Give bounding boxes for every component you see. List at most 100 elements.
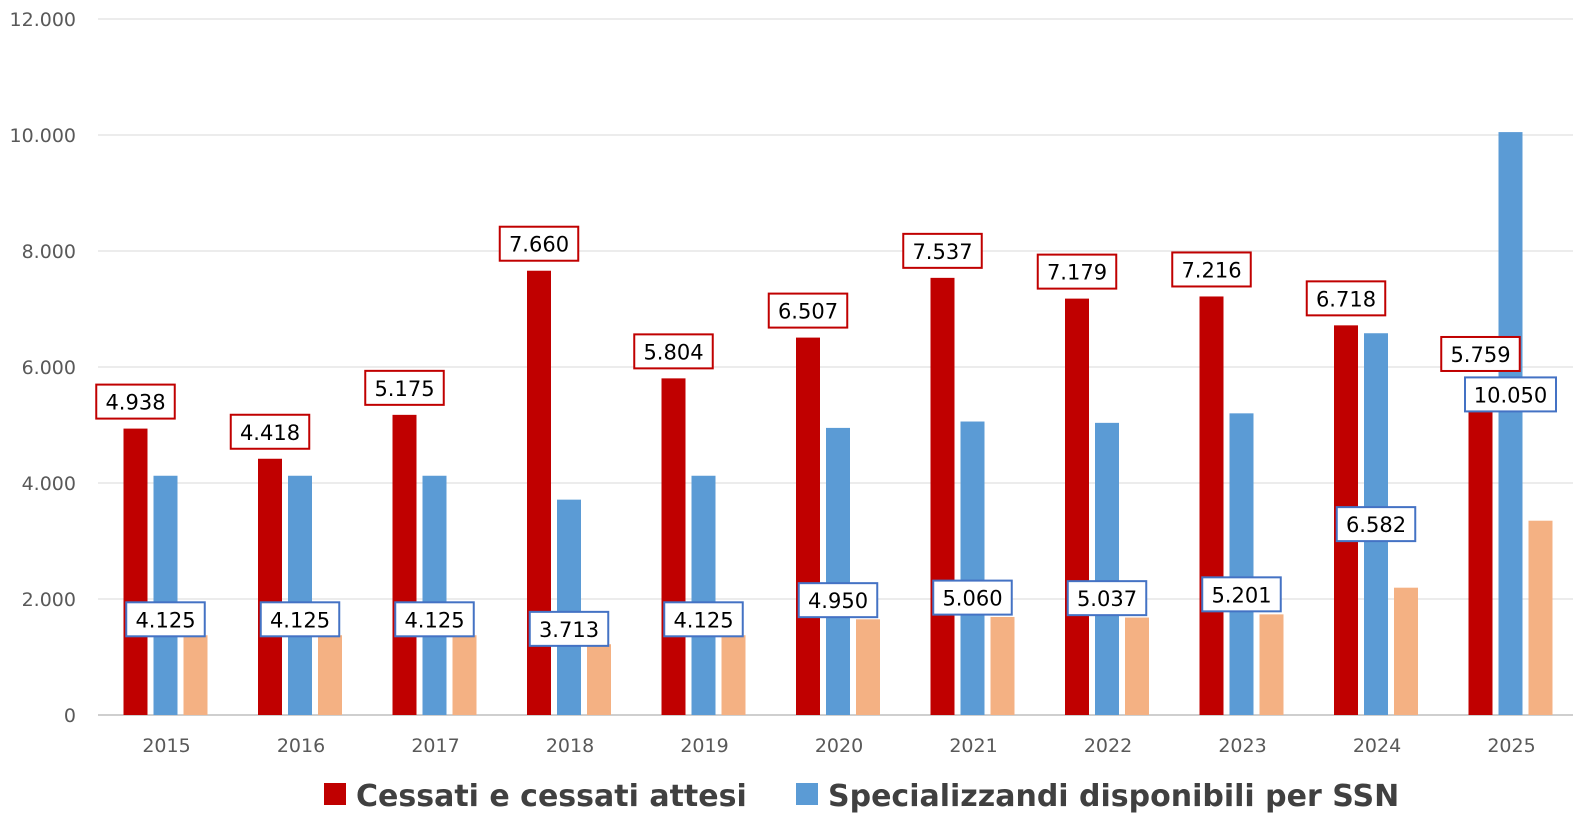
y-tick-label: 12.000 bbox=[10, 9, 76, 31]
bar-specializzandi bbox=[691, 475, 716, 715]
x-tick-label: 2017 bbox=[411, 735, 459, 757]
bar-orange bbox=[990, 616, 1015, 715]
x-tick-label: 2023 bbox=[1218, 735, 1266, 757]
bar-specializzandi bbox=[557, 499, 581, 715]
bar-specializzandi bbox=[153, 475, 178, 715]
data-label-cessati: 7.179 bbox=[1036, 253, 1118, 290]
data-label-cessati: 7.537 bbox=[902, 232, 983, 269]
data-label-specializzandi-text: 5.201 bbox=[1211, 583, 1271, 607]
bar-cessati bbox=[527, 270, 551, 715]
bar-specializzandi bbox=[422, 475, 447, 715]
data-label-specializzandi: 4.125 bbox=[663, 601, 744, 638]
data-label-cessati-text: 5.175 bbox=[374, 377, 434, 401]
data-label-cessati-text: 6.507 bbox=[778, 300, 838, 324]
y-tick-label: 10.000 bbox=[10, 125, 76, 147]
data-label-cessati-box bbox=[1305, 280, 1387, 317]
data-label-cessati-box bbox=[1036, 253, 1118, 290]
data-label-specializzandi-text: 4.125 bbox=[270, 608, 330, 632]
data-label-specializzandi-box bbox=[663, 601, 744, 638]
bar-specializzandi bbox=[1095, 422, 1119, 715]
data-label-cessati-box bbox=[633, 333, 714, 370]
data-label-specializzandi-text: 10.050 bbox=[1474, 383, 1547, 407]
data-label-specializzandi-box bbox=[1464, 376, 1557, 413]
y-tick-label: 0 bbox=[64, 705, 76, 727]
bar-orange bbox=[183, 635, 208, 715]
data-label-specializzandi: 10.050 bbox=[1464, 376, 1557, 413]
data-label-specializzandi-text: 4.125 bbox=[135, 608, 195, 632]
data-label-specializzandi-text: 5.060 bbox=[942, 587, 1002, 611]
data-label-specializzandi-text: 3.713 bbox=[539, 618, 599, 642]
data-label-specializzandi: 6.582 bbox=[1335, 506, 1417, 543]
bar-cessati bbox=[1199, 296, 1224, 715]
data-label-specializzandi-text: 4.950 bbox=[808, 589, 868, 613]
bar-cessati bbox=[258, 458, 282, 715]
data-label-cessati: 6.718 bbox=[1305, 280, 1387, 317]
bar-cessati bbox=[930, 277, 955, 715]
data-label-cessati-text: 6.718 bbox=[1316, 287, 1376, 311]
gridlines bbox=[98, 18, 1573, 716]
data-label-specializzandi: 4.125 bbox=[394, 601, 475, 638]
bar-cessati bbox=[661, 378, 686, 715]
data-label-specializzandi-box bbox=[259, 601, 341, 638]
data-label-specializzandi-text: 5.037 bbox=[1077, 587, 1137, 611]
bar-orange bbox=[1259, 614, 1284, 715]
bar-orange bbox=[1528, 520, 1553, 715]
y-tick-label: 2.000 bbox=[22, 589, 76, 611]
data-label-specializzandi: 4.125 bbox=[259, 601, 341, 638]
bar-orange bbox=[452, 635, 477, 715]
data-label-specializzandi-box bbox=[394, 601, 475, 638]
data-label-cessati-box bbox=[95, 383, 176, 420]
bar-cessati bbox=[1065, 298, 1089, 715]
data-label-specializzandi: 3.713 bbox=[528, 610, 610, 647]
y-axis-ticks: 0 2.000 4.000 6.000 8.000 10.000 12.000 bbox=[10, 9, 76, 727]
data-label-cessati-box bbox=[1171, 251, 1252, 288]
legend-label-specializzandi: Specializzandi disponibili per SSN bbox=[828, 779, 1399, 814]
data-label-cessati-text: 5.759 bbox=[1450, 343, 1510, 367]
x-tick-label: 2024 bbox=[1353, 735, 1401, 757]
bar-orange bbox=[318, 635, 342, 715]
data-label-specializzandi: 5.201 bbox=[1201, 576, 1282, 613]
bar-cessati bbox=[392, 414, 417, 715]
data-label-cessati: 6.507 bbox=[767, 292, 849, 329]
data-label-cessati: 7.660 bbox=[498, 225, 580, 262]
data-label-cessati-text: 4.938 bbox=[105, 391, 165, 415]
data-labels: 4.938 4.418 5.175 7.660 5.804 6.507 7.537 7.179… bbox=[95, 225, 1557, 647]
data-label-cessati-text: 5.804 bbox=[643, 340, 703, 364]
x-tick-label: 2021 bbox=[949, 735, 997, 757]
data-label-cessati: 5.759 bbox=[1440, 335, 1521, 372]
data-label-cessati-box bbox=[498, 225, 580, 262]
bar-orange bbox=[856, 619, 880, 715]
bar-specializzandi bbox=[288, 475, 312, 715]
data-label-cessati-text: 7.537 bbox=[912, 240, 972, 264]
bar-cessati bbox=[796, 337, 820, 715]
data-label-specializzandi-box bbox=[125, 601, 206, 638]
data-label-cessati: 4.938 bbox=[95, 383, 176, 420]
bar-specializzandi bbox=[960, 421, 985, 715]
x-tick-label: 2020 bbox=[815, 735, 863, 757]
bar-specializzandi bbox=[1229, 413, 1254, 715]
data-label-cessati: 7.216 bbox=[1171, 251, 1252, 288]
data-label-cessati-box bbox=[767, 292, 849, 329]
bar-orange bbox=[1394, 587, 1418, 715]
x-tick-label: 2016 bbox=[277, 735, 325, 757]
legend-swatch-specializzandi bbox=[796, 783, 818, 805]
bar-specializzandi bbox=[826, 427, 850, 715]
data-label-specializzandi: 4.950 bbox=[797, 582, 879, 619]
bar-orange bbox=[587, 644, 611, 715]
data-label-cessati: 5.175 bbox=[364, 369, 445, 406]
x-tick-label: 2019 bbox=[680, 735, 728, 757]
x-axis-ticks: 2015 2016 2017 2018 2019 2020 2021 2022 2023 2024… bbox=[142, 735, 1535, 757]
data-label-specializzandi-box bbox=[932, 579, 1013, 616]
data-label-cessati: 4.418 bbox=[229, 413, 311, 450]
bar-specializzandi bbox=[1498, 132, 1523, 716]
data-label-cessati: 5.804 bbox=[633, 333, 714, 370]
x-tick-label: 2022 bbox=[1084, 735, 1132, 757]
bars bbox=[123, 132, 1553, 716]
y-tick-label: 6.000 bbox=[22, 357, 76, 379]
data-label-cessati-box bbox=[229, 413, 311, 450]
data-label-specializzandi-text: 4.125 bbox=[404, 608, 464, 632]
data-label-specializzandi-box bbox=[797, 582, 879, 619]
data-label-specializzandi-text: 6.582 bbox=[1346, 513, 1406, 537]
data-label-specializzandi: 5.037 bbox=[1066, 580, 1148, 617]
